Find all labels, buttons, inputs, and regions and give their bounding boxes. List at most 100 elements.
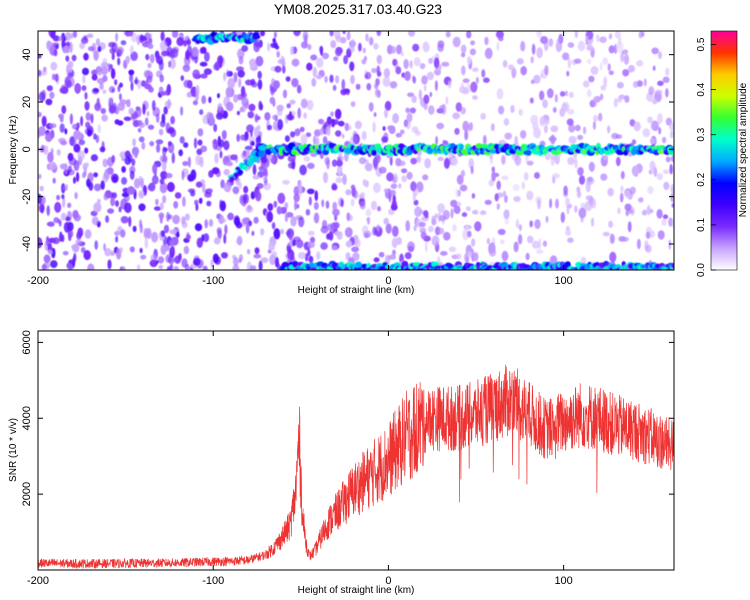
- noise-speckle: [77, 150, 86, 161]
- noise-speckle: [160, 91, 166, 96]
- noise-speckle: [624, 189, 631, 198]
- noise-speckle: [223, 182, 232, 193]
- noise-speckle: [657, 80, 664, 87]
- noise-speckle: [84, 229, 92, 239]
- noise-speckle: [111, 42, 118, 54]
- noise-speckle: [208, 218, 214, 227]
- noise-speckle: [108, 104, 116, 114]
- noise-speckle: [87, 263, 95, 270]
- noise-speckle: [97, 198, 101, 204]
- noise-speckle: [615, 134, 623, 139]
- noise-speckle: [514, 135, 518, 145]
- noise-speckle: [242, 193, 247, 205]
- noise-speckle: [502, 190, 507, 197]
- noise-speckle: [588, 161, 595, 172]
- noise-speckle: [329, 31, 334, 37]
- noise-speckle: [337, 120, 345, 127]
- noise-speckle: [159, 40, 168, 52]
- noise-speckle: [67, 262, 72, 268]
- noise-speckle: [439, 215, 446, 222]
- noise-speckle: [128, 107, 135, 116]
- colorbar-tick-label: 0.4: [696, 82, 707, 96]
- noise-speckle: [649, 160, 656, 171]
- noise-speckle: [638, 197, 644, 203]
- noise-speckle: [428, 57, 433, 64]
- noise-speckle: [248, 220, 253, 227]
- noise-speckle: [69, 42, 73, 53]
- noise-speckle: [567, 157, 575, 165]
- noise-speckle: [645, 231, 651, 239]
- noise-speckle: [165, 172, 173, 179]
- noise-speckle: [276, 51, 281, 58]
- noise-speckle: [586, 45, 594, 51]
- noise-speckle: [518, 224, 523, 232]
- noise-speckle: [649, 138, 656, 144]
- y-tick-label: 0: [21, 146, 33, 152]
- noise-speckle: [254, 247, 260, 255]
- noise-speckle: [236, 110, 240, 116]
- noise-speckle: [453, 205, 461, 214]
- noise-speckle: [441, 61, 450, 67]
- noise-speckle: [195, 203, 199, 211]
- noise-speckle: [529, 97, 534, 104]
- noise-speckle: [164, 100, 172, 108]
- noise-speckle: [536, 249, 544, 254]
- spectrogram-y-axis: 40 20 0 -20 -40: [21, 49, 674, 252]
- noise-speckle: [411, 126, 419, 133]
- noise-speckle: [602, 231, 610, 237]
- noise-speckle: [166, 84, 171, 96]
- noise-speckle: [158, 264, 164, 270]
- noise-speckle: [138, 203, 146, 212]
- noise-speckle: [451, 254, 459, 260]
- noise-speckle: [318, 118, 325, 125]
- noise-speckle: [596, 34, 600, 43]
- noise-speckle: [648, 86, 655, 96]
- noise-speckle: [293, 31, 301, 37]
- noise-speckle: [396, 44, 402, 55]
- noise-speckle: [365, 33, 369, 42]
- noise-speckle: [609, 233, 615, 244]
- noise-speckle: [174, 192, 182, 199]
- noise-speckle: [321, 52, 330, 60]
- noise-speckle: [503, 118, 510, 126]
- noise-speckle: [238, 182, 243, 190]
- noise-speckle: [513, 196, 521, 202]
- noise-speckle: [567, 108, 575, 115]
- noise-speckle: [574, 158, 578, 169]
- noise-speckle: [213, 123, 218, 132]
- noise-speckle: [252, 174, 260, 180]
- noise-speckle: [444, 158, 450, 169]
- noise-speckle: [526, 160, 534, 166]
- noise-speckle: [50, 61, 58, 71]
- noise-speckle: [186, 232, 190, 241]
- noise-speckle: [130, 81, 134, 92]
- noise-speckle: [245, 205, 254, 213]
- noise-speckle: [428, 105, 435, 115]
- noise-speckle: [633, 121, 641, 132]
- noise-speckle: [600, 93, 604, 101]
- noise-speckle: [351, 246, 359, 253]
- noise-speckle: [467, 55, 471, 65]
- noise-speckle: [187, 156, 191, 168]
- signal-blob: [518, 150, 524, 156]
- noise-speckle: [523, 172, 529, 181]
- noise-speckle: [221, 252, 228, 259]
- noise-speckle: [465, 206, 471, 212]
- noise-speckle: [91, 216, 99, 226]
- noise-speckle: [249, 58, 257, 68]
- noise-speckle: [613, 98, 618, 108]
- noise-speckle: [126, 99, 131, 108]
- noise-speckle: [412, 43, 420, 52]
- noise-speckle: [470, 165, 474, 175]
- snr-background: [38, 331, 674, 570]
- snr-y-axis: 6000 4000 2000: [21, 330, 674, 506]
- noise-speckle: [473, 252, 479, 262]
- noise-speckle: [376, 31, 382, 37]
- noise-speckle: [243, 185, 249, 194]
- noise-speckle: [434, 213, 438, 219]
- noise-speckle: [636, 60, 644, 67]
- noise-speckle: [181, 170, 185, 181]
- noise-speckle: [342, 31, 346, 35]
- noise-speckle: [615, 156, 621, 167]
- noise-speckle: [568, 136, 577, 144]
